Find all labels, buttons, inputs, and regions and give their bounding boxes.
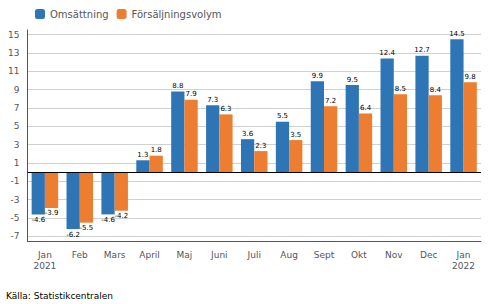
svg-text:11: 11 xyxy=(8,66,19,76)
svg-text:-3.9: -3.9 xyxy=(45,209,59,217)
svg-text:8.8: 8.8 xyxy=(172,82,183,90)
svg-text:5.5: 5.5 xyxy=(277,112,288,120)
svg-text:6.4: 6.4 xyxy=(360,104,372,112)
svg-text:3: 3 xyxy=(14,140,20,150)
svg-text:-7: -7 xyxy=(10,231,19,241)
svg-text:2022: 2022 xyxy=(452,261,475,271)
svg-text:Sept: Sept xyxy=(314,250,335,260)
svg-text:9.9: 9.9 xyxy=(312,72,323,80)
svg-text:15: 15 xyxy=(8,30,19,40)
svg-text:12.7: 12.7 xyxy=(414,46,430,54)
svg-text:-3: -3 xyxy=(10,195,19,205)
svg-text:7.2: 7.2 xyxy=(325,97,336,105)
svg-text:Jan: Jan xyxy=(37,250,52,260)
svg-text:14.5: 14.5 xyxy=(449,30,465,38)
svg-text:-6.2: -6.2 xyxy=(66,231,80,239)
svg-text:Omsättning: Omsättning xyxy=(50,9,109,20)
svg-text:Jan: Jan xyxy=(456,250,471,260)
svg-text:-5.5: -5.5 xyxy=(80,224,94,232)
svg-text:2021: 2021 xyxy=(33,261,56,271)
svg-text:-5: -5 xyxy=(10,213,19,223)
svg-text:6.3: 6.3 xyxy=(220,105,231,113)
svg-text:Juli: Juli xyxy=(247,250,261,260)
svg-text:2.3: 2.3 xyxy=(255,142,266,150)
svg-text:3.6: 3.6 xyxy=(242,130,254,138)
svg-text:8.5: 8.5 xyxy=(395,85,406,93)
svg-text:-4.6: -4.6 xyxy=(31,216,45,224)
svg-text:7: 7 xyxy=(14,103,20,113)
svg-text:Nov: Nov xyxy=(385,250,403,260)
svg-text:13: 13 xyxy=(8,48,19,58)
svg-text:9.8: 9.8 xyxy=(465,73,476,81)
svg-text:Aug: Aug xyxy=(280,250,298,260)
svg-text:3.5: 3.5 xyxy=(290,131,301,139)
svg-text:7.3: 7.3 xyxy=(207,96,218,104)
svg-text:Feb: Feb xyxy=(72,250,88,260)
svg-text:Maj: Maj xyxy=(177,250,193,260)
svg-text:April: April xyxy=(139,250,160,260)
svg-text:Juni: Juni xyxy=(210,250,228,260)
svg-text:Försäljningsvolym: Försäljningsvolym xyxy=(132,9,222,20)
svg-text:-4.6: -4.6 xyxy=(101,216,115,224)
svg-text:12.4: 12.4 xyxy=(379,49,395,57)
svg-text:5: 5 xyxy=(14,121,20,131)
svg-text:1: 1 xyxy=(14,158,20,168)
svg-text:-1: -1 xyxy=(10,176,19,186)
svg-text:8.4: 8.4 xyxy=(430,86,442,94)
svg-text:Dec: Dec xyxy=(420,250,437,260)
svg-text:1.8: 1.8 xyxy=(151,146,162,154)
svg-text:Källa: Statistikcentralen: Källa: Statistikcentralen xyxy=(6,291,113,301)
svg-text:9.5: 9.5 xyxy=(347,76,358,84)
svg-text:Okt: Okt xyxy=(351,250,367,260)
svg-text:7.9: 7.9 xyxy=(186,90,197,98)
svg-text:9: 9 xyxy=(14,85,20,95)
svg-text:-4.2: -4.2 xyxy=(114,212,128,220)
svg-text:1.3: 1.3 xyxy=(137,151,148,159)
svg-text:Mars: Mars xyxy=(104,250,126,260)
